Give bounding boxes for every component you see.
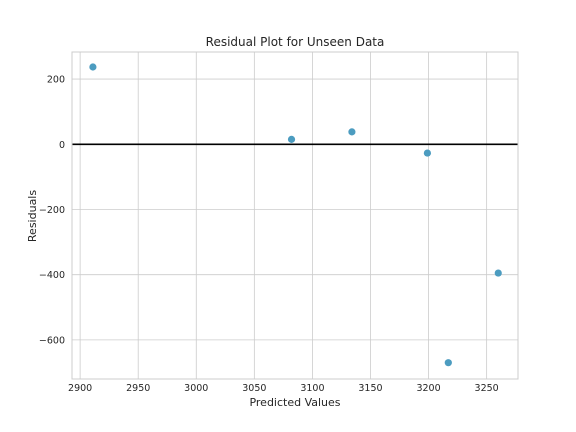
y-tick-label: −200 [39,205,65,216]
data-points [89,63,502,367]
x-tick-label: 2950 [126,383,150,394]
x-axis-label: Predicted Values [249,396,340,409]
y-tick-labels: 200 0 −200 −400 −600 [39,75,65,347]
x-tick-label: 3200 [416,383,440,394]
x-tick-label: 3250 [475,383,499,394]
data-point [348,128,356,136]
x-tick-label: 3150 [358,383,382,394]
x-tick-label: 3050 [242,383,266,394]
data-point [287,135,296,143]
y-tick-label: −600 [39,335,65,346]
plot-frame [71,51,519,380]
data-point [444,359,452,367]
y-tick-label: 0 [59,140,65,151]
chart-title: Residual Plot for Unseen Data [206,35,385,49]
data-point [423,149,432,157]
x-tick-label: 3000 [184,383,208,394]
x-tick-labels: 2900 2950 3000 3050 3100 3150 3200 3250 [68,383,499,394]
y-tick-label: −400 [39,270,65,281]
data-point [494,269,502,277]
data-point [89,63,97,71]
x-tick-label: 3100 [300,383,324,394]
y-tick-label: 200 [47,75,65,86]
y-axis-label: Residuals [26,190,39,242]
x-tick-label: 2900 [68,383,92,394]
plot-area [72,52,518,379]
